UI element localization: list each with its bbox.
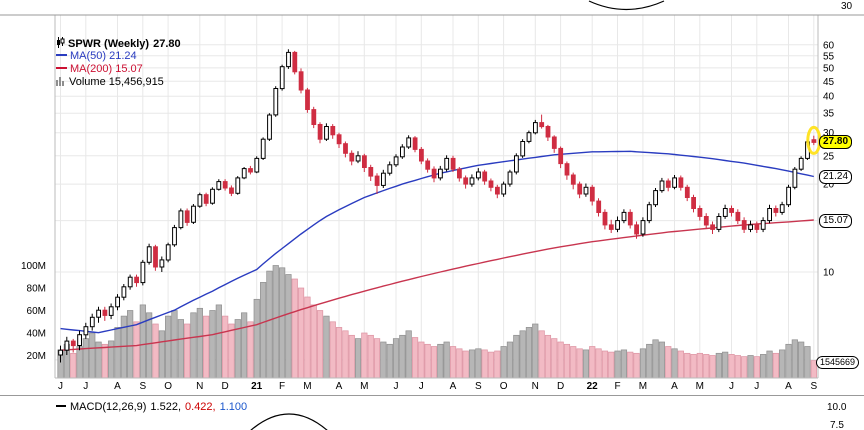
macd-line-value: 1.522, bbox=[150, 401, 182, 413]
symbol-title: SPWR (Weekly) bbox=[68, 38, 150, 50]
svg-text:55: 55 bbox=[823, 51, 835, 62]
svg-text:O: O bbox=[164, 381, 172, 392]
volume-callout: 1545669 bbox=[816, 356, 860, 369]
svg-text:M: M bbox=[360, 381, 368, 392]
svg-text:A: A bbox=[450, 381, 457, 392]
svg-text:50: 50 bbox=[823, 63, 835, 74]
macd-name: MACD(12,26,9) bbox=[70, 401, 147, 413]
svg-text:40M: 40M bbox=[27, 329, 46, 340]
last-price-callout: 27.80 bbox=[819, 135, 853, 149]
macd-line-swatch-icon bbox=[56, 405, 66, 407]
svg-text:45: 45 bbox=[823, 77, 835, 88]
macd-curve bbox=[250, 413, 328, 430]
svg-text:J: J bbox=[394, 381, 399, 392]
svg-text:60M: 60M bbox=[27, 306, 46, 317]
indicator-fragments bbox=[250, 0, 665, 430]
svg-text:21: 21 bbox=[251, 381, 263, 392]
upper-indicator-curve bbox=[588, 0, 665, 10]
svg-text:M: M bbox=[303, 381, 311, 392]
candlesticks bbox=[58, 49, 817, 363]
ma50-callout: 21.24 bbox=[819, 170, 853, 184]
ma50-line bbox=[60, 150, 814, 334]
svg-text:M: M bbox=[696, 381, 704, 392]
macd-axis-tick-7-5: 7.5 bbox=[830, 420, 844, 430]
volume-axis-ticks: 100M 80M 60M 40M 20M bbox=[21, 261, 46, 362]
svg-text:S: S bbox=[139, 381, 146, 392]
svg-text:100M: 100M bbox=[21, 261, 46, 272]
upper-panel-tick-label: 30 bbox=[841, 1, 853, 12]
price-axis-ticks: 60555045403530252015105 bbox=[823, 40, 835, 366]
svg-text:D: D bbox=[221, 381, 228, 392]
svg-text:A: A bbox=[114, 381, 121, 392]
svg-text:22: 22 bbox=[587, 381, 599, 392]
svg-text:J: J bbox=[83, 381, 88, 392]
svg-text:40: 40 bbox=[823, 92, 835, 103]
panel-frame bbox=[0, 14, 864, 396]
ma50-legend-label: MA(50) 21.24 bbox=[70, 50, 137, 62]
ma200-line bbox=[60, 219, 814, 351]
svg-text:20: 20 bbox=[823, 180, 835, 191]
svg-text:D: D bbox=[557, 381, 564, 392]
macd-signal-value: 0.422, bbox=[185, 401, 216, 413]
svg-text:25: 25 bbox=[823, 151, 835, 162]
macd-hist-value: 1.100 bbox=[219, 401, 248, 413]
svg-text:S: S bbox=[475, 381, 482, 392]
macd-axis-tick-10: 10.0 bbox=[827, 402, 847, 413]
svg-text:N: N bbox=[196, 381, 203, 392]
svg-text:30: 30 bbox=[823, 128, 835, 139]
volume-bars-icon bbox=[56, 77, 64, 86]
svg-text:M: M bbox=[639, 381, 647, 392]
svg-text:J: J bbox=[419, 381, 424, 392]
ma50-legend-row: MA(50) 21.24 bbox=[56, 50, 181, 63]
last-price-value: 27.80 bbox=[153, 38, 181, 50]
svg-text:A: A bbox=[336, 381, 343, 392]
svg-text:N: N bbox=[532, 381, 539, 392]
svg-text:O: O bbox=[500, 381, 508, 392]
svg-text:80M: 80M bbox=[27, 284, 46, 295]
svg-text:60: 60 bbox=[823, 40, 835, 51]
volume-bars bbox=[57, 265, 817, 379]
symbol-legend-row: SPWR (Weekly) 27.80 bbox=[56, 37, 181, 50]
ma50-line-swatch-icon bbox=[56, 54, 67, 56]
ma200-legend-label: MA(200) 15.07 bbox=[70, 63, 143, 75]
svg-text:35: 35 bbox=[823, 109, 835, 120]
macd-legend: MACD(12,26,9) 1.522, 0.422, 1.100 bbox=[56, 401, 251, 413]
svg-text:J: J bbox=[58, 381, 63, 392]
svg-text:F: F bbox=[614, 381, 620, 392]
svg-text:20M: 20M bbox=[27, 351, 46, 362]
date-axis-labels: J J A S O N D 21 F M A M J J A S O N D 22 F M A M J J A S bbox=[58, 381, 817, 392]
svg-text:10: 10 bbox=[823, 268, 835, 279]
svg-text:J: J bbox=[729, 381, 734, 392]
volume-legend-row: Volume 15,456,915 bbox=[56, 76, 181, 89]
chart-legend: SPWR (Weekly) 27.80 MA(50) 21.24 MA(200) … bbox=[56, 37, 181, 89]
svg-text:J: J bbox=[754, 381, 759, 392]
svg-text:F: F bbox=[279, 381, 285, 392]
svg-text:A: A bbox=[671, 381, 678, 392]
ma200-line-swatch-icon bbox=[56, 67, 67, 69]
svg-text:S: S bbox=[810, 381, 817, 392]
ma200-legend-row: MA(200) 15.07 bbox=[56, 63, 181, 76]
volume-legend-label: Volume 15,456,915 bbox=[69, 76, 164, 88]
candlestick-icon bbox=[57, 37, 65, 48]
moving-average-lines bbox=[60, 150, 814, 351]
ma200-callout: 15.07 bbox=[819, 214, 853, 228]
svg-text:A: A bbox=[785, 381, 792, 392]
